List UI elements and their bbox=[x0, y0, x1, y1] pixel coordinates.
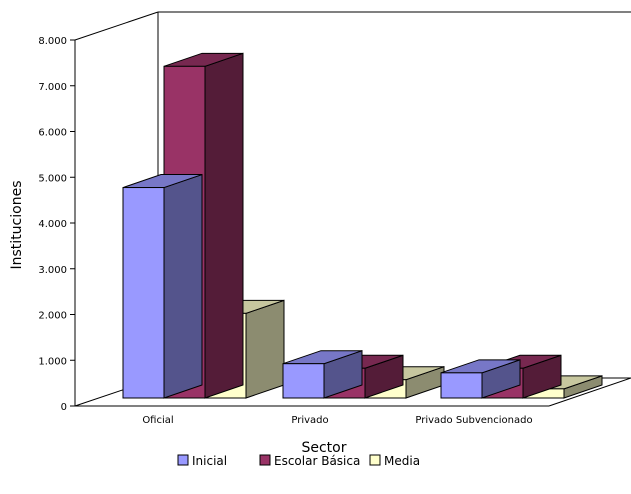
legend-item: Inicial bbox=[177, 454, 227, 468]
x-axis-title: Sector bbox=[301, 440, 346, 456]
legend-label: Media bbox=[384, 454, 420, 468]
floor-right-edge bbox=[548, 377, 631, 407]
legend-swatch bbox=[177, 454, 189, 466]
y-tick-label: 0 bbox=[61, 402, 67, 413]
legend-swatch bbox=[369, 454, 381, 466]
bar-side bbox=[245, 299, 285, 399]
bar-side bbox=[163, 173, 203, 399]
legend-item: Media bbox=[369, 454, 420, 468]
y-tick-label: 4.000 bbox=[38, 219, 67, 230]
x-tick-label: Oficial bbox=[142, 415, 173, 426]
x-axis: Oficial Privado Privado Subvencionado bbox=[142, 415, 532, 426]
y-tick-label: 6.000 bbox=[38, 128, 67, 139]
bar bbox=[282, 349, 363, 399]
bar-side bbox=[204, 52, 244, 399]
y-axis-title: Instituciones bbox=[9, 181, 25, 270]
bar bbox=[122, 173, 203, 399]
legend-label: Inicial bbox=[192, 454, 227, 468]
legend-swatch bbox=[259, 454, 271, 466]
y-axis: 0 1.000 2.000 3.000 4.000 5.000 6.000 7.000 8.00… bbox=[38, 36, 75, 413]
bar-front bbox=[122, 187, 165, 399]
y-tick-label: 7.000 bbox=[38, 82, 67, 93]
bar-front bbox=[440, 372, 483, 399]
side-wall-top-edge bbox=[74, 11, 159, 41]
y-tick-label: 2.000 bbox=[38, 311, 67, 322]
x-tick-label: Privado bbox=[291, 415, 328, 426]
bar bbox=[440, 359, 521, 399]
bar-front bbox=[282, 363, 325, 399]
y-tick-label: 5.000 bbox=[38, 173, 67, 184]
bars bbox=[122, 52, 603, 399]
x-tick-label: Privado Subvencionado bbox=[415, 415, 532, 426]
y-tick-label: 8.000 bbox=[38, 36, 67, 47]
y-tick-label: 3.000 bbox=[38, 265, 67, 276]
y-tick-label: 1.000 bbox=[38, 356, 67, 367]
legend-item: Escolar Básica bbox=[259, 454, 360, 468]
legend: Inicial Escolar Básica Media bbox=[177, 454, 420, 468]
legend-label: Escolar Básica bbox=[274, 454, 360, 468]
